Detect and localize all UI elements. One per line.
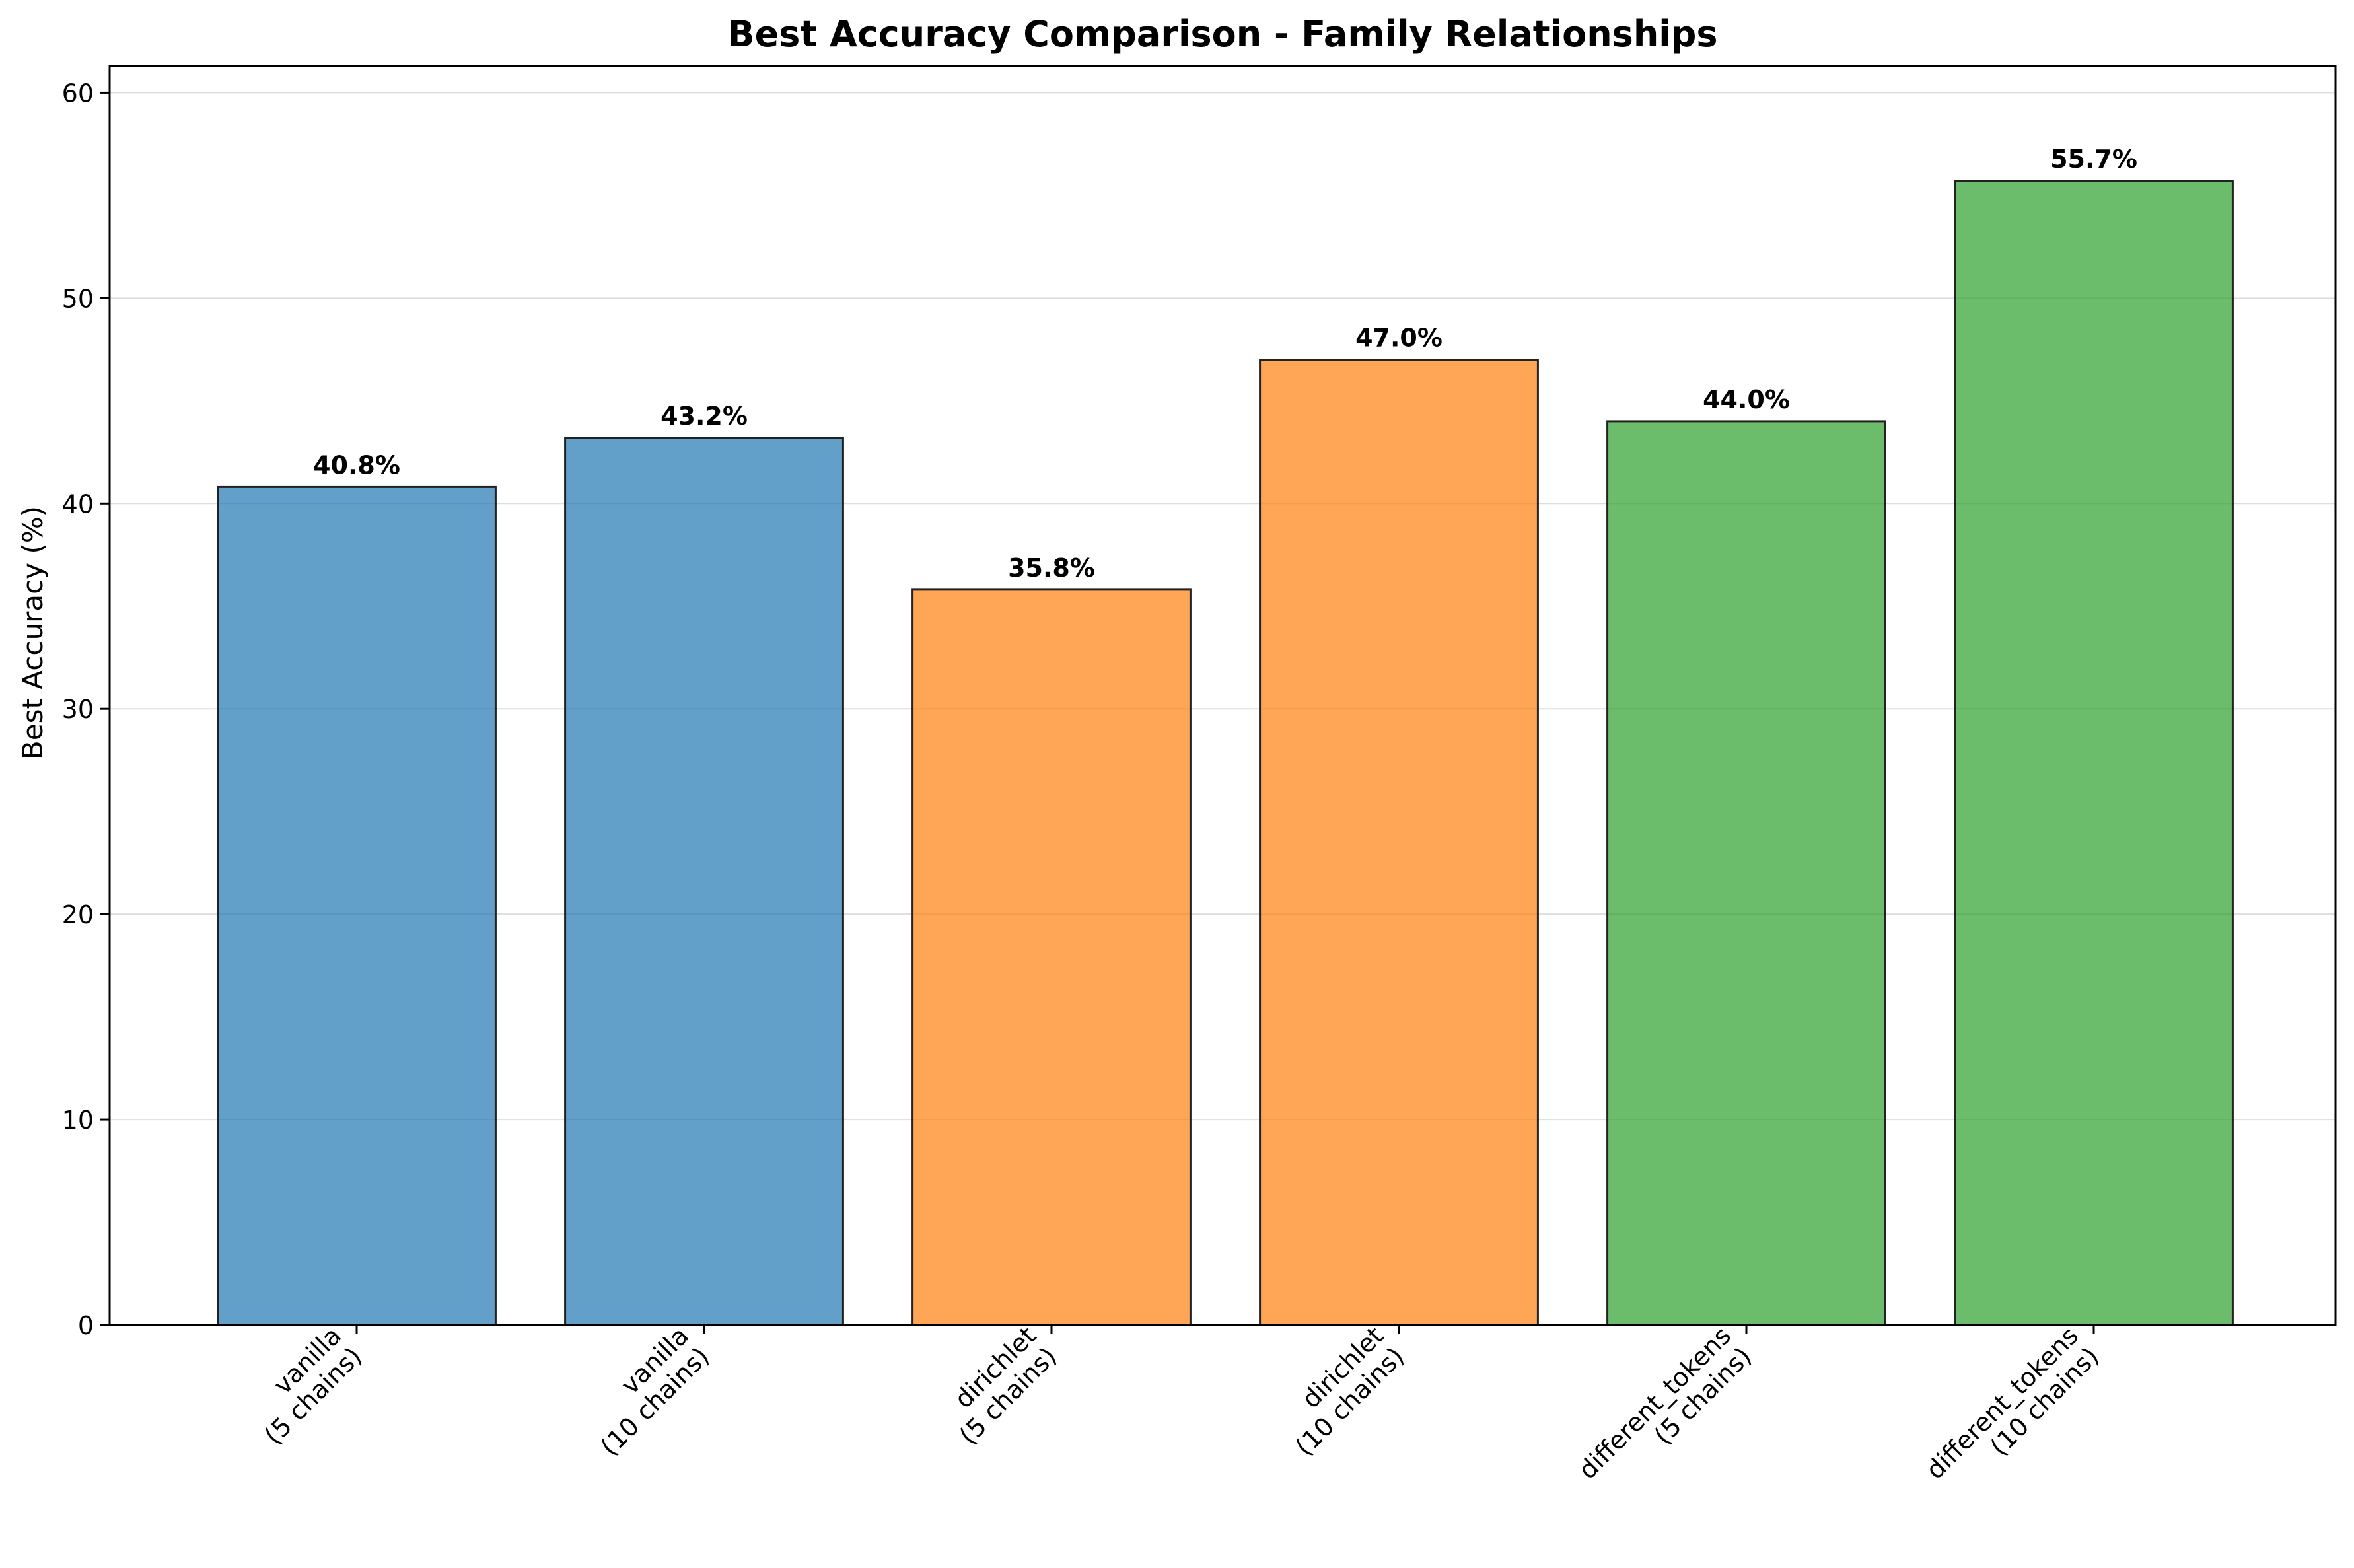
bars xyxy=(217,180,2234,1326)
y-tick-label: 50 xyxy=(62,284,94,313)
value-label: 35.8% xyxy=(1008,553,1095,583)
value-label: 43.2% xyxy=(660,402,748,431)
x-tick-label: different_tokens(10 chains) xyxy=(1920,1321,2104,1485)
bar xyxy=(1954,180,2234,1326)
value-label: 55.7% xyxy=(2050,145,2137,174)
chart-title: Best Accuracy Comparison - Family Relati… xyxy=(727,13,1717,55)
x-axis-ticks: vanilla(5 chains) vanilla(10 chains) diric… xyxy=(259,1321,2104,1485)
x-tick-label: dirichlet(5 chains) xyxy=(949,1321,1063,1450)
y-tick-label: 0 xyxy=(78,1311,94,1340)
plot-frame xyxy=(108,65,2337,1326)
y-tick-label: 10 xyxy=(62,1106,94,1135)
value-label: 40.8% xyxy=(313,450,400,480)
bar xyxy=(1606,420,1886,1326)
value-label: 44.0% xyxy=(1703,385,1790,414)
bar xyxy=(564,437,844,1326)
x-tick-label: vanilla(5 chains) xyxy=(259,1321,367,1450)
bar xyxy=(217,485,497,1326)
value-labels: 40.8% 43.2% 35.8% 47.0% 44.0% 55.7% xyxy=(313,145,2137,583)
x-tick-label: vanilla(10 chains) xyxy=(595,1321,715,1462)
y-tick-label: 30 xyxy=(62,695,94,724)
value-label: 47.0% xyxy=(1355,324,1443,353)
y-axis-ticks: 0 10 20 30 40 50 60 xyxy=(62,79,110,1340)
y-tick-label: 40 xyxy=(62,489,94,518)
x-tick-label: different_tokens(5 chains) xyxy=(1573,1321,1757,1485)
y-tick-label: 20 xyxy=(62,900,94,929)
bar xyxy=(1259,359,1539,1326)
y-tick-label: 60 xyxy=(62,79,94,108)
y-axis-label: Best Accuracy (%) xyxy=(17,506,49,760)
bar xyxy=(911,588,1192,1326)
x-tick-label: dirichlet(10 chains) xyxy=(1290,1321,1410,1462)
